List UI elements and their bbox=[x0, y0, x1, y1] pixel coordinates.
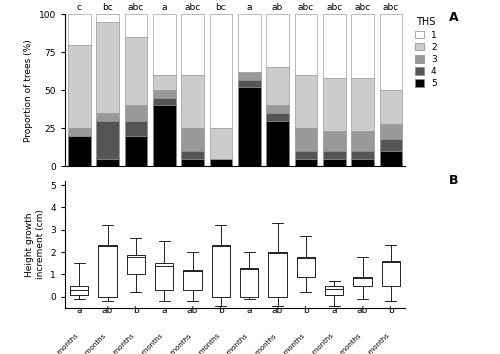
Bar bbox=[153, 14, 176, 75]
Bar bbox=[238, 14, 260, 72]
Bar bbox=[96, 22, 119, 113]
Bar bbox=[181, 128, 204, 151]
Bar bbox=[323, 78, 345, 131]
Bar bbox=[380, 124, 402, 139]
Bar bbox=[184, 270, 202, 290]
Bar bbox=[70, 286, 88, 295]
Bar bbox=[181, 75, 204, 128]
Bar bbox=[323, 14, 345, 78]
Y-axis label: Height growth
increment (cm): Height growth increment (cm) bbox=[26, 209, 44, 279]
Bar bbox=[212, 245, 230, 297]
Bar bbox=[323, 131, 345, 151]
Bar bbox=[266, 67, 289, 105]
Text: a: a bbox=[246, 306, 252, 315]
Bar bbox=[153, 105, 176, 166]
Text: c: c bbox=[76, 3, 82, 12]
Bar bbox=[323, 151, 345, 159]
Bar bbox=[68, 14, 90, 45]
Bar bbox=[294, 159, 317, 166]
Bar bbox=[268, 252, 286, 297]
Text: abc: abc bbox=[326, 3, 342, 12]
Bar bbox=[380, 14, 402, 90]
Bar bbox=[126, 256, 145, 274]
Text: ab: ab bbox=[272, 306, 283, 315]
Bar bbox=[266, 113, 289, 121]
Bar bbox=[238, 80, 260, 87]
Text: ab: ab bbox=[272, 3, 283, 12]
Bar bbox=[351, 151, 374, 159]
Bar bbox=[153, 90, 176, 98]
Bar bbox=[351, 131, 374, 151]
Legend: 1, 2, 3, 4, 5: 1, 2, 3, 4, 5 bbox=[413, 16, 438, 90]
Text: a: a bbox=[332, 306, 337, 315]
Bar bbox=[68, 136, 90, 166]
Bar bbox=[153, 75, 176, 90]
Text: ab: ab bbox=[102, 306, 113, 315]
Bar bbox=[153, 98, 176, 105]
Bar bbox=[181, 14, 204, 75]
Bar bbox=[380, 90, 402, 124]
Bar bbox=[181, 151, 204, 159]
Bar bbox=[240, 268, 258, 297]
Bar bbox=[155, 263, 174, 290]
Text: abc: abc bbox=[184, 3, 200, 12]
Text: B: B bbox=[449, 174, 458, 187]
Text: b: b bbox=[303, 306, 308, 315]
Bar bbox=[68, 129, 90, 136]
Text: bc: bc bbox=[102, 3, 113, 12]
Bar bbox=[266, 14, 289, 67]
Bar bbox=[124, 121, 147, 136]
Bar bbox=[323, 159, 345, 166]
Text: abc: abc bbox=[382, 3, 399, 12]
Bar bbox=[124, 14, 147, 37]
Bar bbox=[351, 159, 374, 166]
Bar bbox=[68, 45, 90, 128]
Bar bbox=[98, 245, 116, 297]
Bar bbox=[380, 139, 402, 151]
Bar bbox=[210, 14, 232, 128]
Bar bbox=[294, 151, 317, 159]
Bar bbox=[294, 14, 317, 75]
Bar bbox=[351, 78, 374, 131]
Bar bbox=[238, 72, 260, 80]
Bar bbox=[351, 14, 374, 78]
Bar bbox=[294, 75, 317, 128]
Bar bbox=[380, 151, 402, 166]
Y-axis label: Proportion of trees (%): Proportion of trees (%) bbox=[24, 39, 33, 142]
Text: ab: ab bbox=[187, 306, 198, 315]
Text: ab: ab bbox=[357, 306, 368, 315]
Bar bbox=[296, 257, 315, 277]
Text: a: a bbox=[162, 3, 167, 12]
Bar bbox=[382, 261, 400, 286]
Bar bbox=[96, 14, 119, 22]
Text: b: b bbox=[218, 306, 224, 315]
Bar bbox=[210, 129, 232, 159]
Bar bbox=[96, 159, 119, 166]
Bar bbox=[238, 87, 260, 166]
Text: A: A bbox=[449, 11, 459, 24]
Text: bc: bc bbox=[216, 3, 226, 12]
Text: a: a bbox=[162, 306, 167, 315]
Bar bbox=[124, 37, 147, 105]
Text: a: a bbox=[246, 3, 252, 12]
Text: b: b bbox=[133, 306, 138, 315]
Text: abc: abc bbox=[354, 3, 370, 12]
Bar bbox=[266, 105, 289, 113]
Bar bbox=[96, 121, 119, 159]
Bar bbox=[294, 128, 317, 151]
Text: abc: abc bbox=[298, 3, 314, 12]
Bar bbox=[124, 136, 147, 166]
Bar bbox=[124, 105, 147, 121]
Bar bbox=[325, 286, 344, 295]
Bar bbox=[210, 159, 232, 166]
Bar bbox=[96, 113, 119, 121]
Bar bbox=[181, 159, 204, 166]
Text: b: b bbox=[388, 306, 394, 315]
Bar bbox=[266, 121, 289, 166]
Text: a: a bbox=[76, 306, 82, 315]
Bar bbox=[354, 277, 372, 286]
Text: abc: abc bbox=[128, 3, 144, 12]
